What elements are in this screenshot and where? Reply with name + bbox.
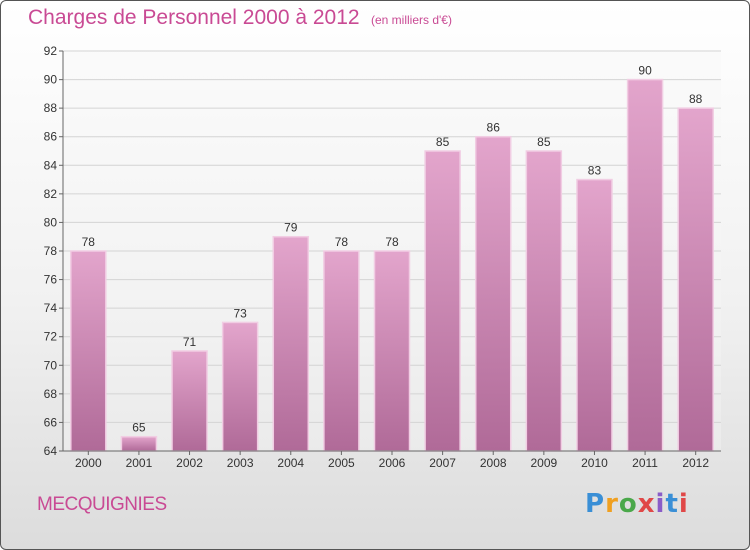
data-label-2005: 78 <box>335 235 349 249</box>
bar-2010 <box>576 178 613 452</box>
x-tick-label: 2006 <box>379 456 406 470</box>
bar-2001 <box>120 435 158 452</box>
y-tick-label: 80 <box>44 215 58 229</box>
data-label-2003: 73 <box>233 306 247 320</box>
x-tick-label: 2012 <box>682 456 709 470</box>
y-tick-label: 90 <box>44 73 58 87</box>
y-tick-label: 72 <box>44 330 58 344</box>
commune-name: MECQUIGNIES <box>37 494 167 515</box>
bar-2007 <box>424 150 461 452</box>
x-tick-label: 2009 <box>530 456 557 470</box>
bar-2011 <box>626 78 664 452</box>
bar-2003 <box>221 321 259 452</box>
chart-subtitle: (en milliers d'€) <box>371 13 452 27</box>
data-label-2009: 85 <box>537 135 551 149</box>
y-tick-label: 78 <box>44 244 58 258</box>
x-tick-label: 2011 <box>632 456 658 470</box>
x-tick-label: 2002 <box>176 456 203 470</box>
bar-2000 <box>70 250 107 452</box>
data-label-2012: 88 <box>689 92 703 106</box>
data-label-2007: 85 <box>436 135 450 149</box>
chart-title: Charges de Personnel 2000 à 2012 <box>28 6 360 29</box>
data-label-2010: 83 <box>588 164 602 178</box>
x-tick-label: 2001 <box>126 456 153 470</box>
y-tick-label: 68 <box>44 387 58 401</box>
y-tick-label: 76 <box>44 273 58 287</box>
x-tick-label: 2008 <box>480 456 507 470</box>
x-tick-label: 2004 <box>277 456 304 470</box>
x-tick-label: 2005 <box>328 456 355 470</box>
data-label-2002: 71 <box>183 335 197 349</box>
data-label-2008: 86 <box>487 121 501 135</box>
x-tick-label: 2000 <box>75 456 102 470</box>
bar-2005 <box>323 250 360 452</box>
proxiti-logo: Proxiti <box>585 489 689 519</box>
bar-2004 <box>272 235 310 452</box>
y-tick-label: 88 <box>44 101 58 115</box>
data-label-2001: 65 <box>132 421 146 435</box>
x-tick-label: 2003 <box>227 456 254 470</box>
y-tick-label: 66 <box>44 415 58 429</box>
bar-2012 <box>677 107 714 452</box>
data-label-2006: 78 <box>385 235 399 249</box>
x-axis: 2000 2001 2002 2003 2004 2005 2006 2007 2008 2009… <box>63 450 721 470</box>
data-label-2011: 90 <box>638 64 652 78</box>
y-tick-label: 92 <box>44 44 58 58</box>
data-label-2004: 79 <box>284 221 298 235</box>
x-tick-label: 2007 <box>429 456 456 470</box>
bars: 78 65 71 73 79 78 78 85 86 85 83 90 88 <box>70 64 714 452</box>
y-tick-label: 86 <box>44 130 58 144</box>
bar-2009 <box>525 150 563 452</box>
y-tick-label: 64 <box>44 444 58 458</box>
bar-2002 <box>171 350 208 452</box>
y-axis: 64 66 68 70 72 74 76 78 80 82 84 86 88 90 92 <box>44 44 64 458</box>
y-tick-label: 84 <box>44 158 58 172</box>
y-tick-label: 70 <box>44 358 58 372</box>
y-tick-label: 74 <box>44 301 58 315</box>
data-label-2000: 78 <box>82 235 96 249</box>
bar-2006 <box>373 250 411 452</box>
bar-2008 <box>474 135 512 452</box>
x-tick-label: 2010 <box>581 456 608 470</box>
y-tick-label: 82 <box>44 187 58 201</box>
